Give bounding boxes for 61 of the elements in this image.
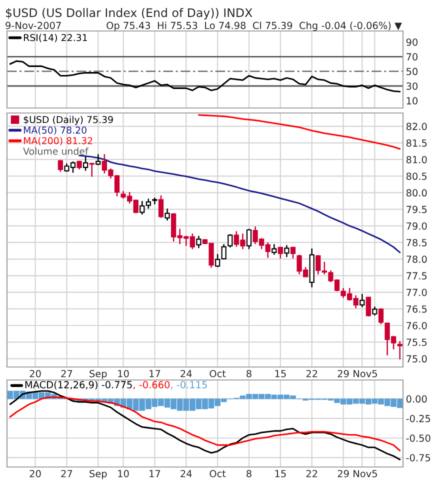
y-tick-label: 81.0 (406, 156, 427, 164)
y-tick-label: 80.5 (406, 172, 427, 180)
y-tick-label: 77.0 (406, 288, 427, 296)
y-tick-label: 76.5 (406, 305, 427, 313)
x-tick-label: 5 (372, 470, 377, 478)
y-tick-label: 81.5 (406, 139, 427, 147)
x-tick-label: 15 (275, 470, 286, 478)
series-label: , -0.115 (170, 381, 207, 390)
x-tick-label: Nov (354, 470, 372, 478)
legend-label: RSI(14) 22.31 (24, 34, 87, 42)
text: , -0.660 (133, 381, 170, 390)
y-tick-label: 78.5 (406, 238, 427, 246)
x-tick-label: 8 (246, 370, 252, 378)
x-tick-label: Sep (90, 470, 107, 480)
y-tick-label: 10 (406, 97, 418, 104)
chart-subtitle: 9-Nov-2007 (6, 22, 61, 30)
legend-label: $USD (Daily) 75.39 (24, 116, 113, 125)
x-tick-label: 20 (30, 370, 41, 378)
x-tick-label: 5 (372, 370, 377, 378)
chart-title: $USD (US Dollar Index (End of Day)) INDX (6, 8, 252, 20)
y-tick-label: -0.75 (406, 454, 430, 462)
x-tick-label: 17 (150, 470, 160, 478)
x-tick-label: 10 (118, 370, 129, 378)
x-tick-label: 27 (61, 370, 72, 378)
y-tick-label: 70 (406, 53, 418, 60)
x-tick-label: 24 (180, 470, 192, 478)
x-tick-label: Sep (90, 370, 107, 380)
x-tick-label: Nov (354, 370, 372, 378)
x-tick-label: Oct (210, 370, 226, 378)
y-tick-label: 79.0 (406, 222, 427, 230)
x-tick-label: 10 (118, 470, 129, 478)
y-tick-label: 79.5 (406, 206, 427, 214)
x-tick-label: 20 (30, 470, 41, 478)
x-tick-label: 27 (61, 470, 72, 478)
x-tick-label: 22 (306, 470, 318, 478)
x-tick-label: 29 (338, 470, 349, 478)
legend-label: MA(200) 81.32 (24, 136, 92, 146)
y-tick-label: 75.5 (406, 338, 427, 346)
x-tick-label: 8 (246, 470, 252, 478)
y-tick-label: 0.00 (406, 395, 427, 403)
x-tick-label: Oct (210, 470, 226, 478)
y-tick-label: 50 (406, 68, 418, 76)
x-tick-label: 17 (150, 370, 160, 378)
y-tick-label: 80.0 (406, 189, 427, 197)
y-tick-label: 30 (406, 82, 418, 90)
y-tick-label: 82.0 (406, 122, 427, 130)
y-tick-label: 75.0 (406, 355, 427, 363)
y-tick-label: 76.0 (406, 322, 427, 330)
x-tick-label: 15 (275, 370, 286, 378)
x-tick-label: 24 (180, 370, 192, 378)
legend-label: MACD(12,26,9) -0.775 (25, 380, 132, 390)
annotation: Op 75.43 Hi 75.53 Lo 74.98 Cl 75.39 Chg -0.04 (-0.06%) ▼ (106, 22, 402, 32)
y-tick-label: 90 (406, 38, 418, 46)
x-tick-label: 29 (338, 370, 349, 378)
legend-label: MA(50) 78.20 (24, 126, 86, 135)
y-tick-label: 78.0 (406, 256, 427, 263)
x-tick-label: 22 (306, 370, 318, 378)
y-tick-label: 77.5 (406, 272, 427, 280)
y-tick-label: -0.50 (406, 434, 430, 442)
y-tick-label: -0.25 (406, 414, 430, 422)
annotation: Volume undef (23, 148, 88, 155)
